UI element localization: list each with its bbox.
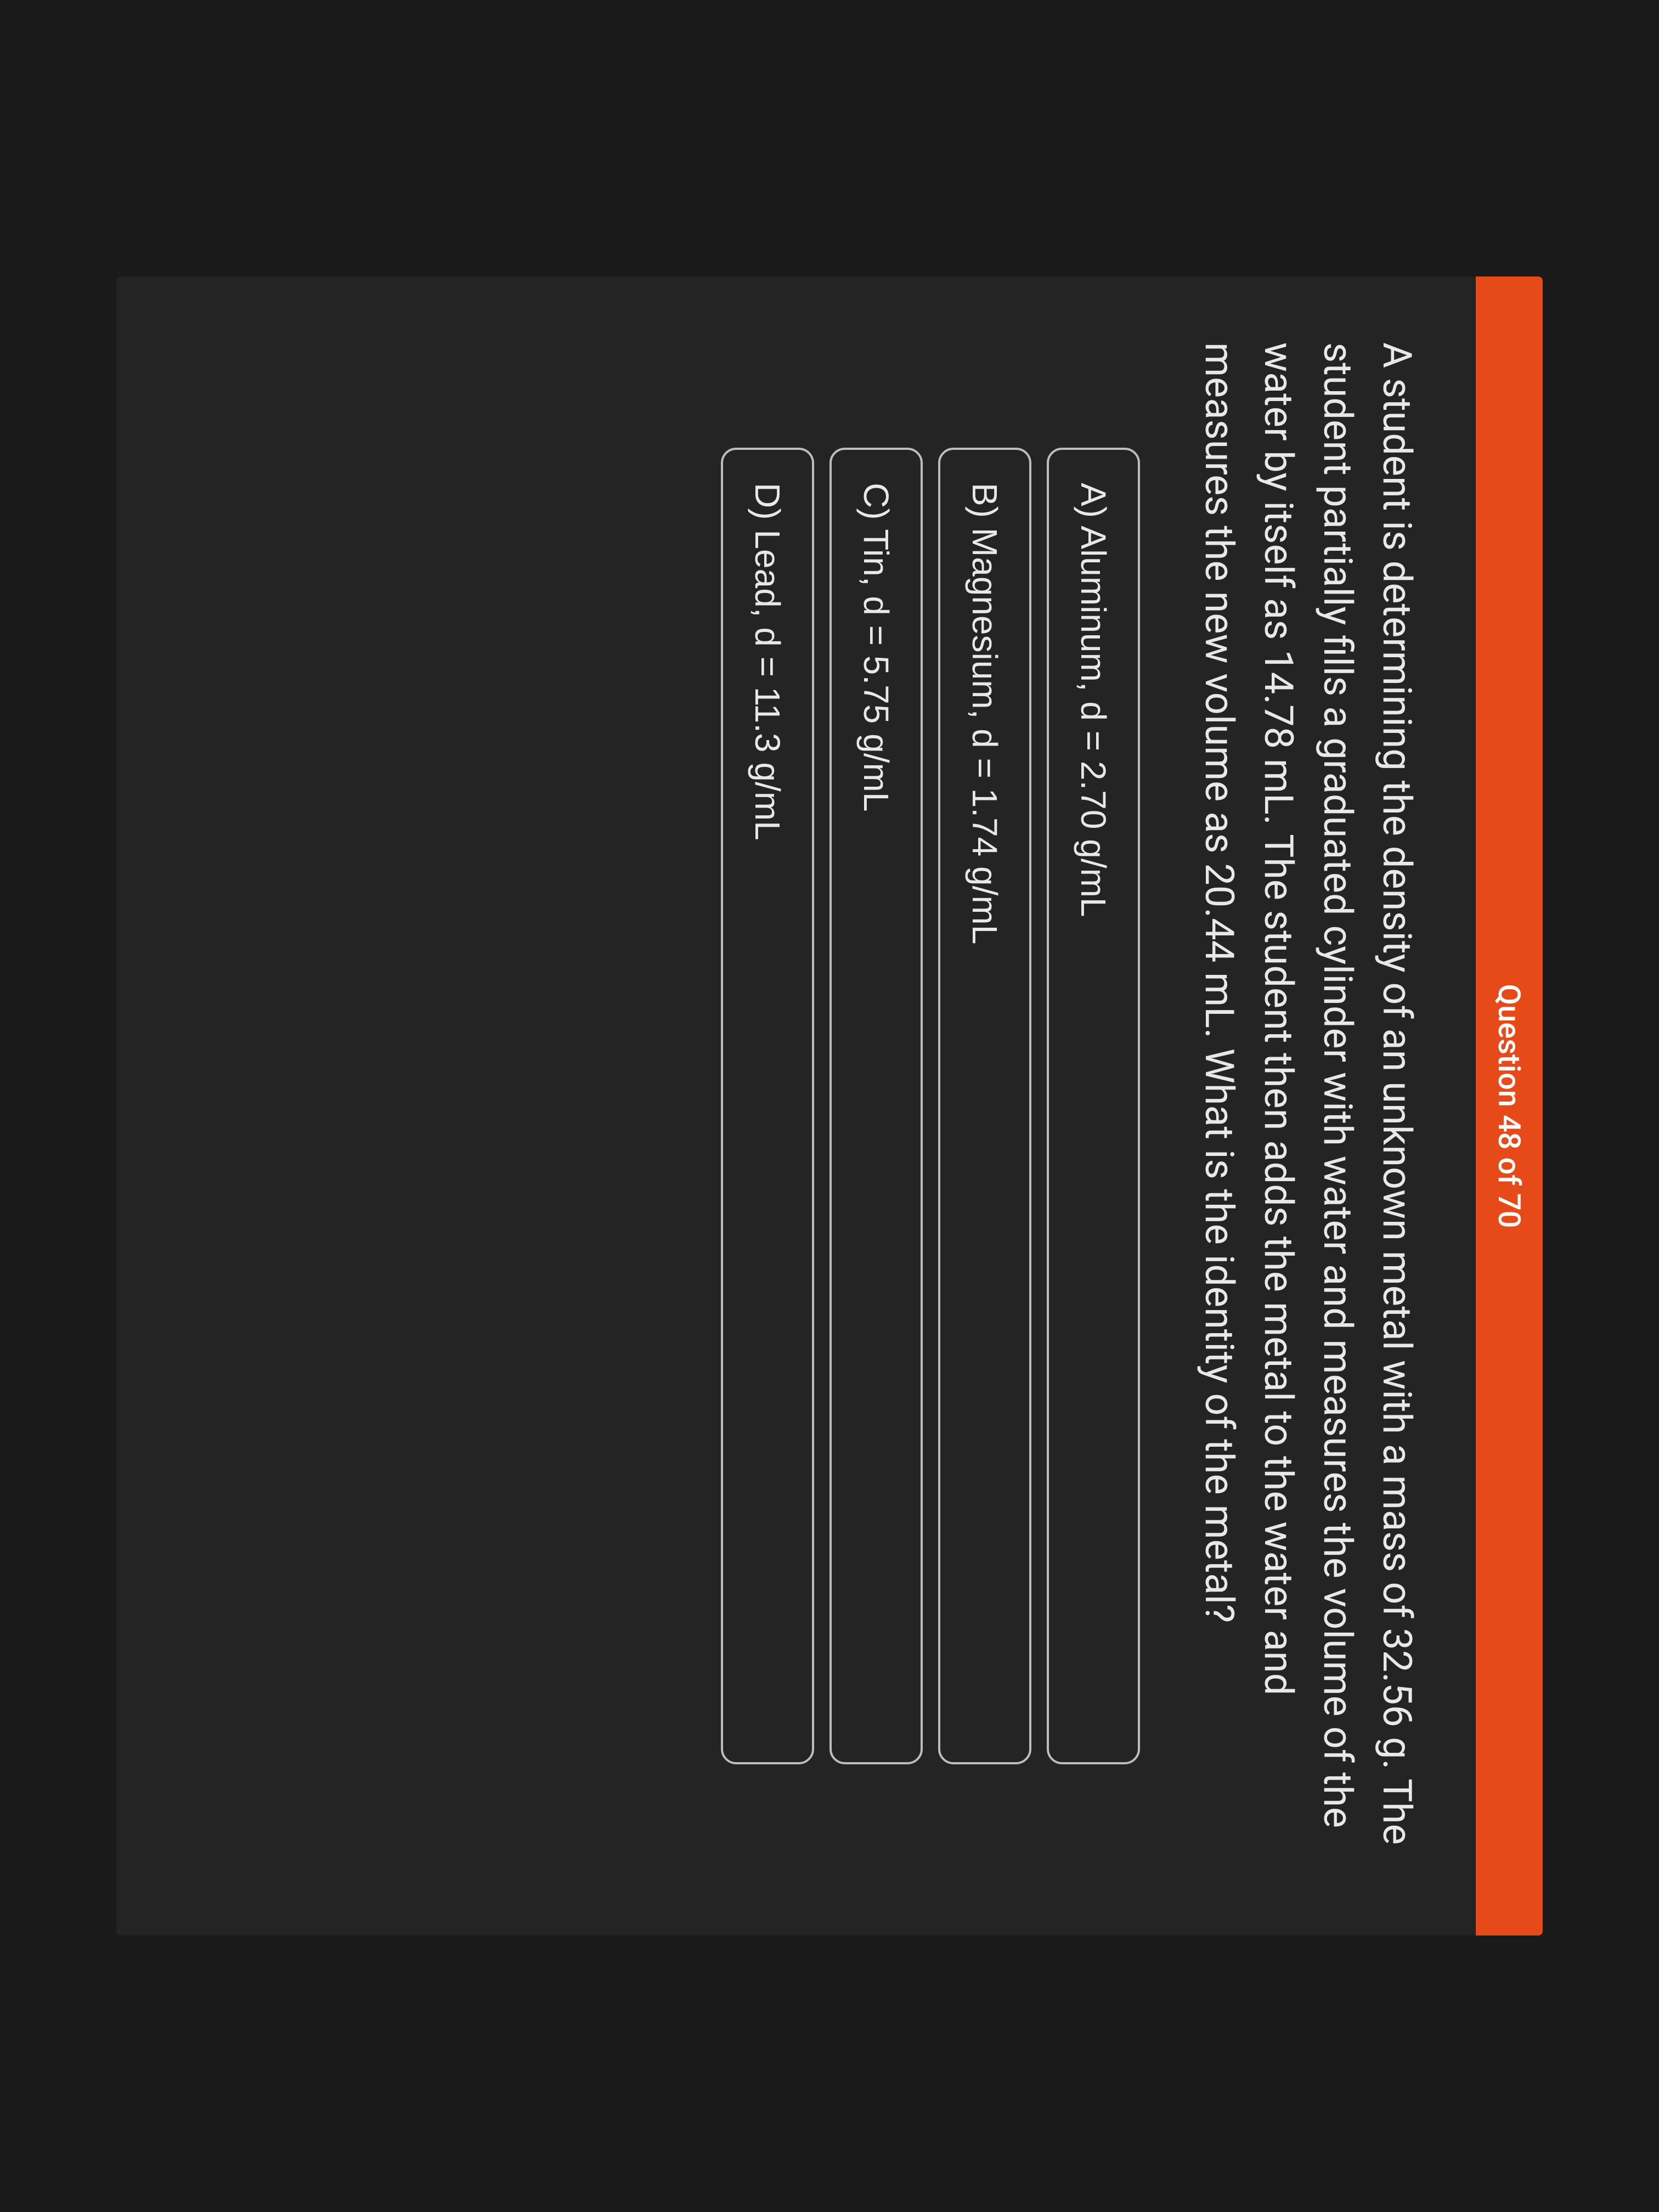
option-a[interactable]: A) Aluminum, d = 2.70 g/mL [1047,448,1140,1764]
question-body: A student is determining the density of … [116,276,1476,1936]
option-c[interactable]: C) Tin, d = 5.75 g/mL [830,448,923,1764]
option-b[interactable]: B) Magnesium, d = 1.74 g/mL [938,448,1031,1764]
question-prompt: A student is determining the density of … [1189,342,1426,1870]
quiz-screen: Question 48 of 70 A student is determini… [116,276,1543,1936]
option-d[interactable]: D) Lead, d = 11.3 g/mL [721,448,814,1764]
option-d-label: D) Lead, d = 11.3 g/mL [748,483,787,840]
option-c-label: C) Tin, d = 5.75 g/mL [856,483,896,811]
answer-options: A) Aluminum, d = 2.70 g/mL B) Magnesium,… [721,342,1140,1870]
option-b-label: B) Magnesium, d = 1.74 g/mL [965,483,1005,944]
rotated-screen-wrap: Question 48 of 70 A student is determini… [0,276,1659,1936]
question-progress-text: Question 48 of 70 [1491,984,1527,1228]
option-a-label: A) Aluminum, d = 2.70 g/mL [1074,483,1113,917]
question-progress-header: Question 48 of 70 [1476,276,1543,1936]
